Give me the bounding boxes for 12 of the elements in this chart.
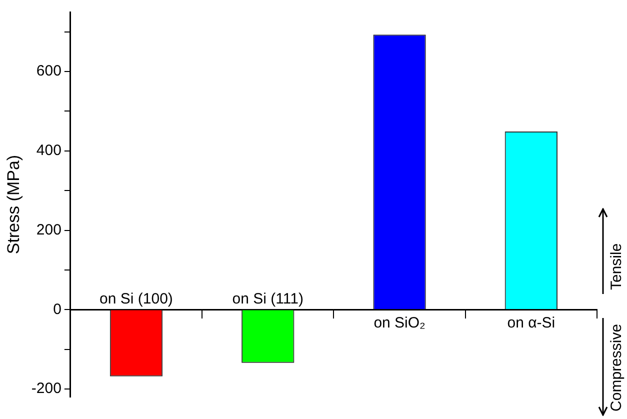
y-tick-label: 0 xyxy=(53,300,62,318)
y-tick-label: 400 xyxy=(36,142,62,160)
y-tick-label: 600 xyxy=(36,62,62,80)
x-tick-label: on Si (100) xyxy=(100,290,173,308)
x-tick-label: on SiO₂ xyxy=(374,314,426,332)
text: Compressive xyxy=(608,324,626,412)
y-tick-label: -200 xyxy=(31,380,62,398)
y-tick-label: 200 xyxy=(36,221,62,238)
x-tick-label: on Si (111) xyxy=(232,290,304,308)
y-axis-title: Stress (MPa) xyxy=(4,154,23,254)
x-tick-label: on α-Si xyxy=(507,314,556,332)
text: Tensile xyxy=(608,243,626,290)
